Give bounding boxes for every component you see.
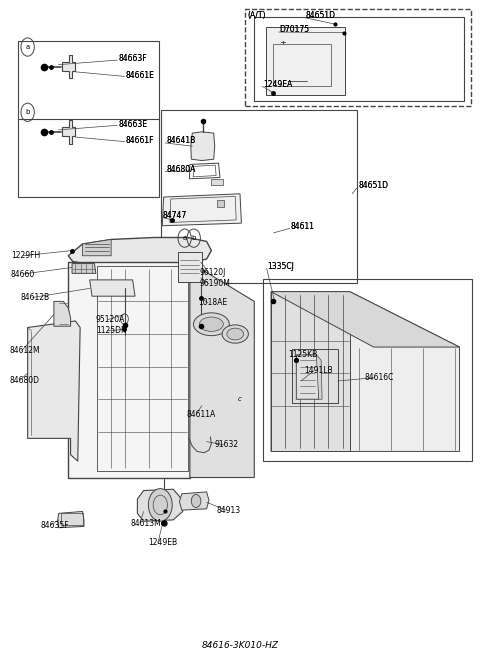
Text: 84651D: 84651D: [306, 10, 336, 20]
Polygon shape: [68, 238, 211, 265]
Ellipse shape: [227, 328, 243, 340]
Text: 1335CJ: 1335CJ: [268, 263, 295, 271]
Polygon shape: [271, 291, 459, 347]
Text: 84663E: 84663E: [118, 119, 147, 128]
Text: c: c: [238, 396, 242, 402]
Bar: [178, 252, 202, 282]
Text: 1125DN: 1125DN: [96, 326, 127, 335]
Text: (A/T): (A/T): [247, 10, 265, 20]
Circle shape: [192, 495, 201, 508]
Bar: [292, 349, 338, 403]
Polygon shape: [62, 55, 75, 79]
Text: 84612B: 84612B: [21, 293, 49, 302]
Text: 84651D: 84651D: [359, 181, 388, 190]
Text: 84612M: 84612M: [10, 346, 40, 356]
Text: 96190M: 96190M: [199, 279, 230, 288]
Text: 84660: 84660: [11, 269, 35, 278]
Text: 84680A: 84680A: [166, 165, 195, 174]
Bar: [263, 278, 472, 461]
Text: 84661F: 84661F: [125, 136, 154, 145]
Bar: [18, 41, 159, 197]
Text: 1491LB: 1491LB: [304, 366, 333, 375]
Text: 84747: 84747: [163, 211, 187, 220]
Text: 84661E: 84661E: [125, 71, 155, 80]
Polygon shape: [54, 301, 71, 326]
Text: a: a: [182, 235, 187, 241]
Polygon shape: [72, 263, 96, 273]
Text: 1335CJ: 1335CJ: [268, 263, 295, 271]
Text: 84616-3K010-HZ: 84616-3K010-HZ: [202, 641, 278, 650]
Text: D70175: D70175: [280, 25, 310, 34]
Polygon shape: [90, 280, 135, 296]
Text: 84611: 84611: [290, 222, 314, 231]
Text: 84661F: 84661F: [125, 136, 154, 145]
Ellipse shape: [199, 317, 223, 331]
Text: 84680D: 84680D: [10, 377, 39, 386]
Bar: [211, 179, 223, 185]
Text: 1229FH: 1229FH: [11, 252, 40, 260]
Text: 84611A: 84611A: [187, 410, 216, 419]
Text: 84661E: 84661E: [125, 71, 155, 80]
Bar: [254, 17, 464, 100]
Text: (A/T): (A/T): [247, 10, 265, 20]
Text: b: b: [25, 109, 30, 115]
Text: 84616C: 84616C: [364, 373, 394, 383]
Text: 1018AE: 1018AE: [199, 298, 228, 307]
Text: 91632: 91632: [214, 440, 239, 449]
Text: 84641B: 84641B: [166, 136, 195, 145]
Polygon shape: [316, 355, 322, 400]
Ellipse shape: [222, 325, 248, 343]
Polygon shape: [137, 489, 183, 521]
Text: 95120A: 95120A: [96, 315, 125, 324]
Text: 1249EA: 1249EA: [263, 81, 292, 89]
Text: 84913: 84913: [216, 506, 241, 515]
Text: 84651D: 84651D: [306, 10, 336, 20]
Polygon shape: [271, 291, 350, 451]
Text: b: b: [192, 235, 196, 241]
Text: 84641B: 84641B: [166, 136, 195, 145]
Text: a: a: [25, 44, 30, 50]
Text: D70175: D70175: [280, 25, 310, 34]
Text: 84613M: 84613M: [130, 519, 161, 528]
Text: 96120J: 96120J: [199, 268, 226, 277]
Text: 84635F: 84635F: [41, 521, 70, 530]
Polygon shape: [162, 194, 241, 226]
Bar: [274, 44, 331, 86]
Polygon shape: [271, 291, 459, 451]
Text: 1249EB: 1249EB: [148, 538, 178, 547]
Polygon shape: [191, 132, 215, 160]
Text: 1249EA: 1249EA: [263, 81, 292, 89]
Ellipse shape: [193, 313, 229, 335]
Polygon shape: [190, 262, 254, 477]
Text: 84680A: 84680A: [166, 165, 195, 174]
Polygon shape: [68, 262, 190, 477]
Polygon shape: [296, 355, 319, 400]
Polygon shape: [180, 492, 209, 510]
Circle shape: [148, 489, 172, 521]
Bar: [245, 9, 471, 105]
Text: 84651D: 84651D: [359, 181, 388, 190]
Text: 84663F: 84663F: [118, 54, 147, 64]
Bar: [217, 200, 224, 207]
Polygon shape: [58, 512, 84, 528]
Polygon shape: [28, 321, 80, 461]
Polygon shape: [62, 120, 75, 143]
Text: 84663F: 84663F: [118, 54, 147, 64]
Polygon shape: [266, 28, 345, 96]
Text: 84663E: 84663E: [118, 119, 147, 128]
Bar: [61, 514, 83, 525]
Text: 84747: 84747: [163, 211, 187, 220]
Bar: [161, 110, 357, 283]
Text: 1125KB: 1125KB: [288, 350, 317, 360]
Polygon shape: [83, 240, 111, 255]
Text: 84611: 84611: [290, 222, 314, 231]
